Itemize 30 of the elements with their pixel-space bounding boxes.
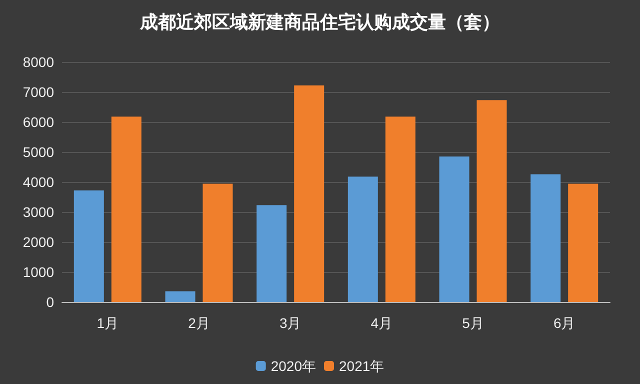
- bar: [476, 100, 507, 302]
- bar: [568, 184, 598, 302]
- chart-title: 成都近郊区域新建商品住宅认购成交量（套）: [139, 12, 500, 32]
- bar: [202, 184, 233, 302]
- bar: [111, 116, 142, 302]
- y-tick-label: 8000: [22, 54, 54, 70]
- x-tick-label: 4月: [370, 315, 393, 331]
- y-tick-label: 1000: [22, 264, 54, 280]
- x-tick-label: 1月: [96, 315, 119, 331]
- bar: [256, 205, 287, 302]
- legend-label: 2020年: [270, 358, 316, 374]
- legend-label: 2021年: [339, 358, 384, 374]
- y-tick-label: 5000: [22, 144, 54, 160]
- bar: [165, 291, 196, 302]
- bar: [530, 174, 561, 302]
- y-tick-label: 0: [46, 294, 54, 310]
- x-tick-label: 6月: [553, 315, 576, 331]
- x-tick-label: 2月: [188, 315, 210, 331]
- y-tick-label: 3000: [22, 204, 54, 220]
- bar: [439, 156, 470, 302]
- x-tick-label: 5月: [462, 315, 484, 331]
- x-tick-label: 3月: [279, 315, 302, 331]
- y-tick-label: 7000: [22, 84, 54, 100]
- bar: [348, 176, 378, 302]
- y-tick-label: 2000: [22, 234, 54, 250]
- y-tick-label: 6000: [22, 114, 54, 130]
- bar: [385, 116, 416, 302]
- y-tick-label: 4000: [22, 174, 54, 190]
- bar: [74, 190, 104, 302]
- bar: [294, 85, 324, 302]
